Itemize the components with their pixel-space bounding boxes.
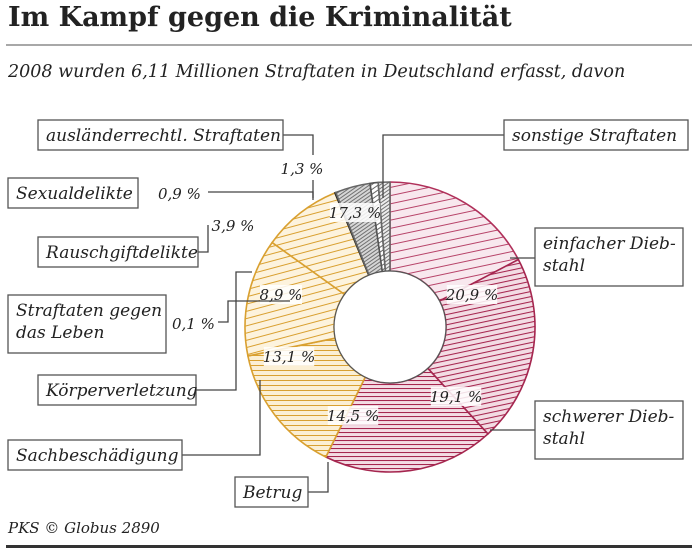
category-label-koerperverletzung: Körperverletzung — [45, 381, 198, 401]
category-box — [37, 236, 199, 268]
category-box — [37, 374, 197, 406]
value-label-bg — [260, 285, 302, 304]
value-label-bg — [329, 203, 381, 222]
category-label-betrug: Betrug — [242, 483, 302, 503]
category-label-sonstige-straftaten: sonstige Straftaten — [512, 126, 677, 146]
value-label-rauschgiftdelikte: 3,9 % — [212, 217, 255, 235]
title-rule — [6, 44, 692, 46]
category-box — [534, 400, 684, 460]
leader-line — [218, 300, 290, 323]
value-label-sexualdelikte: 0,9 % — [158, 185, 201, 203]
category-box — [7, 294, 167, 354]
category-label-rauschgiftdelikte: Rauschgiftdelikte — [45, 243, 198, 263]
leader-line — [308, 462, 329, 493]
category-label-auslaenderrechtl-straftaten: ausländerrechtl. Straftaten — [46, 126, 281, 146]
category-box — [234, 476, 309, 508]
category-box — [7, 177, 139, 209]
value-label-einfacher-diebstahl: 20,9 % — [445, 286, 498, 304]
category-box — [7, 439, 183, 471]
source-credit: PKS © Globus 2890 — [8, 519, 160, 537]
donut-hole — [333, 270, 447, 384]
value-label-betrug: 14,5 % — [327, 407, 379, 425]
value-label-schwerer-diebstahl: 19,1 % — [430, 388, 482, 406]
leader-line — [283, 134, 314, 155]
value-label-bg — [212, 216, 254, 235]
leader-line — [208, 191, 314, 200]
category-box — [37, 119, 284, 151]
bottom-rule — [6, 545, 692, 548]
value-label-sonstige-straftaten: 17,3 % — [329, 204, 381, 222]
value-label-straftaten-gegen-das-leben: 0,1 % — [172, 315, 215, 333]
value-label-bg — [430, 387, 482, 406]
value-label-auslaenderrechtl-straftaten: 1,3 % — [281, 160, 324, 178]
category-label-straftaten-gegen-das-leben: Straftaten gegen das Leben — [16, 301, 162, 343]
category-label-einfacher-diebstahl: einfacher Dieb-stahl — [543, 234, 676, 276]
leader-line — [198, 225, 209, 253]
value-label-sachbeschaedigung: 13,1 % — [263, 348, 315, 366]
category-label-sexualdelikte: Sexualdelikte — [16, 184, 133, 204]
category-box — [534, 227, 684, 287]
leader-line — [196, 271, 252, 391]
category-label-schwerer-diebstahl: schwerer Dieb-stahl — [543, 407, 675, 449]
category-label-sachbeschaedigung: Sachbeschädigung — [16, 446, 179, 466]
value-label-koerperverletzung: 8,9 % — [260, 286, 303, 304]
leader-line — [182, 380, 261, 456]
chart-subtitle: 2008 wurden 6,11 Millionen Straftaten in… — [8, 62, 626, 82]
value-label-bg — [446, 285, 498, 304]
chart-title: Im Kampf gegen die Kriminalität — [8, 2, 512, 33]
value-label-bg — [281, 159, 323, 178]
category-box — [503, 119, 689, 151]
value-label-bg — [263, 347, 315, 366]
value-label-bg — [154, 184, 196, 203]
value-label-bg — [327, 406, 379, 425]
value-label-bg — [168, 314, 210, 333]
leader-line — [382, 134, 504, 198]
